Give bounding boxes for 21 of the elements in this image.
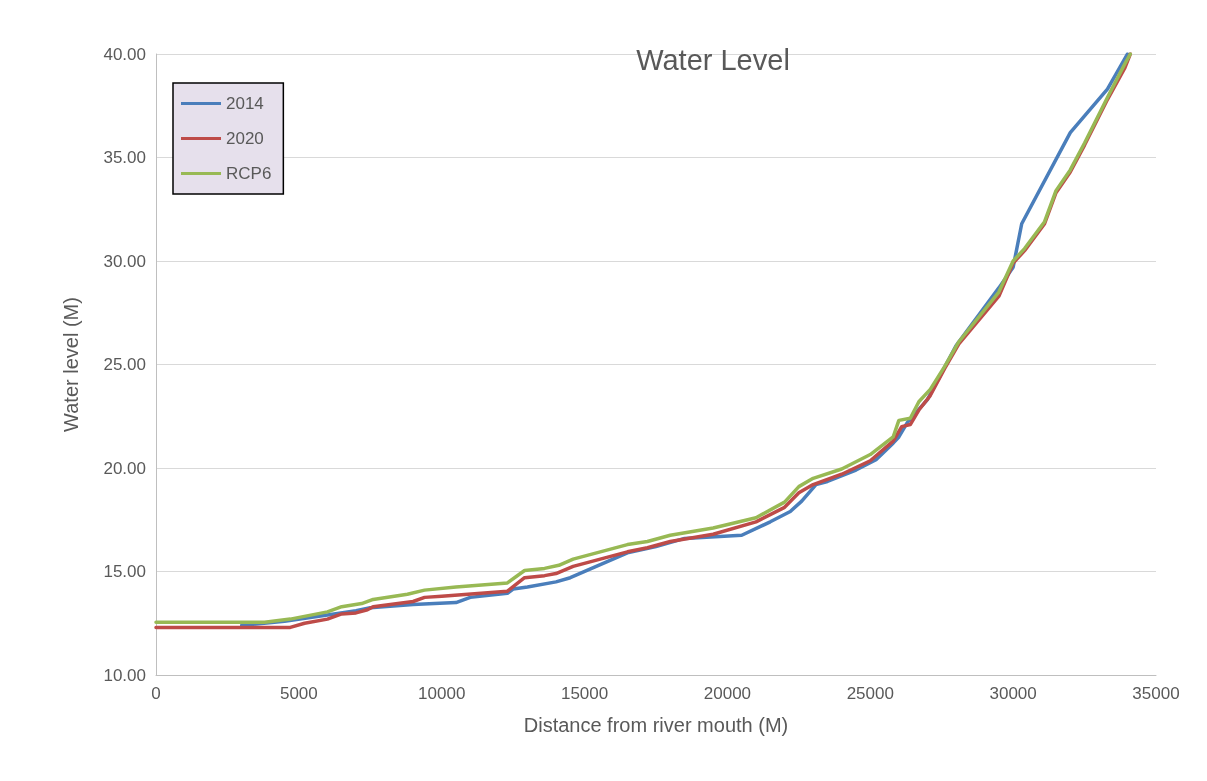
legend-label: 2014 — [226, 94, 264, 113]
y-tick-label: 40.00 — [103, 44, 146, 64]
y-tick-label: 35.00 — [103, 148, 146, 167]
legend-label: 2020 — [226, 129, 264, 148]
legend-label: RCP6 — [226, 164, 272, 183]
y-tick-label: 20.00 — [103, 458, 146, 478]
y-tick-label: 25.00 — [103, 355, 146, 374]
y-tick-label: 30.00 — [103, 251, 146, 271]
x-tick-label: 0 — [151, 684, 161, 703]
y-tick-label: 15.00 — [103, 562, 146, 581]
chart-title: Water Level — [636, 43, 790, 76]
x-tick-label: 10000 — [418, 684, 466, 703]
x-axis-title: Distance from river mouth (M) — [523, 714, 789, 736]
x-tick-label: 5000 — [279, 684, 318, 703]
x-tick-label: 15000 — [560, 684, 609, 703]
x-tick-label: 35000 — [1132, 684, 1180, 703]
y-tick-label: 10.00 — [103, 665, 146, 685]
y-axis-title: Water level (M) — [60, 297, 82, 432]
x-tick-label: 30000 — [989, 684, 1037, 703]
x-tick-label: 25000 — [846, 684, 894, 703]
x-tick-label: 20000 — [703, 684, 752, 703]
